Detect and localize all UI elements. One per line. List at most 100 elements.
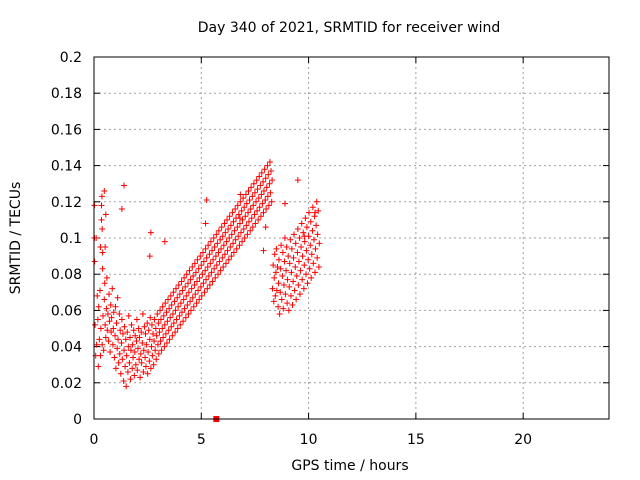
- data-point: [154, 341, 161, 348]
- data-point: [163, 339, 170, 346]
- data-point: [177, 321, 184, 328]
- data-point: [94, 316, 101, 323]
- data-point: [281, 200, 288, 207]
- data-point: [289, 301, 296, 308]
- data-point: [262, 196, 269, 203]
- data-point: [308, 274, 315, 281]
- data-point: [137, 374, 144, 381]
- data-point: [242, 213, 249, 220]
- data-point: [190, 273, 197, 280]
- data-point: [254, 207, 261, 214]
- data-point: [139, 311, 146, 318]
- data-point: [314, 231, 321, 238]
- data-point: [256, 173, 263, 180]
- data-point: [278, 242, 285, 249]
- data-point: [154, 311, 161, 318]
- data-point: [159, 303, 166, 310]
- data-point: [94, 292, 101, 299]
- data-point: [144, 370, 151, 377]
- data-point: [192, 291, 199, 298]
- data-point: [122, 363, 129, 370]
- data-point: [258, 191, 265, 198]
- data-point: [122, 336, 129, 343]
- y-axis-label: SRMTID / TECUs: [8, 182, 24, 295]
- data-point: [175, 303, 182, 310]
- data-point: [209, 247, 216, 254]
- data-point: [300, 229, 307, 236]
- data-point: [236, 220, 243, 227]
- data-point: [280, 305, 287, 312]
- data-point: [110, 309, 117, 316]
- data-point: [196, 274, 203, 281]
- data-point: [284, 276, 291, 283]
- data-point: [165, 296, 172, 303]
- y-tick-label: 0.08: [51, 267, 82, 283]
- data-point: [293, 273, 300, 280]
- data-point: [163, 309, 170, 316]
- data-point: [290, 254, 297, 261]
- data-point: [184, 280, 191, 287]
- y-tick-label: 0.2: [60, 50, 82, 66]
- data-point: [249, 224, 256, 231]
- data-point: [113, 320, 120, 327]
- data-point: [275, 303, 282, 310]
- data-point: [130, 354, 137, 361]
- data-point: [305, 256, 312, 263]
- data-point: [125, 312, 132, 319]
- data-point: [207, 238, 214, 245]
- data-point: [112, 332, 119, 339]
- data-point: [153, 332, 160, 339]
- y-tick-label: 0.18: [51, 86, 82, 102]
- data-point: [236, 242, 243, 249]
- data-point: [283, 244, 290, 251]
- data-point: [169, 332, 176, 339]
- data-point: [306, 209, 313, 216]
- data-point: [238, 207, 245, 214]
- data-point: [95, 363, 102, 370]
- data-point: [260, 247, 267, 254]
- data-point: [116, 311, 123, 318]
- data-point: [309, 204, 316, 211]
- data-point: [103, 274, 110, 281]
- data-point: [167, 314, 174, 321]
- data-point: [174, 294, 181, 301]
- data-point: [145, 349, 152, 356]
- data-point: [202, 245, 209, 252]
- data-point: [121, 182, 128, 189]
- data-point: [281, 258, 288, 265]
- data-point: [160, 334, 167, 341]
- data-point: [235, 211, 242, 218]
- data-point: [227, 222, 234, 229]
- data-point: [251, 211, 258, 218]
- data-point: [138, 359, 145, 366]
- grid: [94, 57, 609, 419]
- data-point: [203, 254, 210, 261]
- data-point: [132, 332, 139, 339]
- data-point: [299, 253, 306, 260]
- data-point: [202, 220, 209, 227]
- data-point: [204, 263, 211, 270]
- data-point: [295, 258, 302, 265]
- data-point: [157, 307, 164, 314]
- data-point: [156, 329, 163, 336]
- data-point: [127, 347, 134, 354]
- x-tick-label: 0: [90, 432, 99, 448]
- data-point: [301, 238, 308, 245]
- data-point: [241, 235, 248, 241]
- data-point: [272, 292, 279, 299]
- data-point: [172, 285, 179, 292]
- data-point: [198, 292, 205, 299]
- data-point: [168, 323, 175, 330]
- data-point: [118, 339, 125, 346]
- data-point: [303, 247, 310, 254]
- data-point: [262, 175, 269, 182]
- data-point: [213, 231, 220, 238]
- data-point: [299, 276, 306, 283]
- data-point: [134, 367, 141, 374]
- data-point: [315, 207, 322, 214]
- data-point: [285, 253, 292, 260]
- data-point: [99, 249, 106, 256]
- data-point: [142, 330, 149, 337]
- data-point: [179, 287, 186, 294]
- data-point: [294, 225, 301, 232]
